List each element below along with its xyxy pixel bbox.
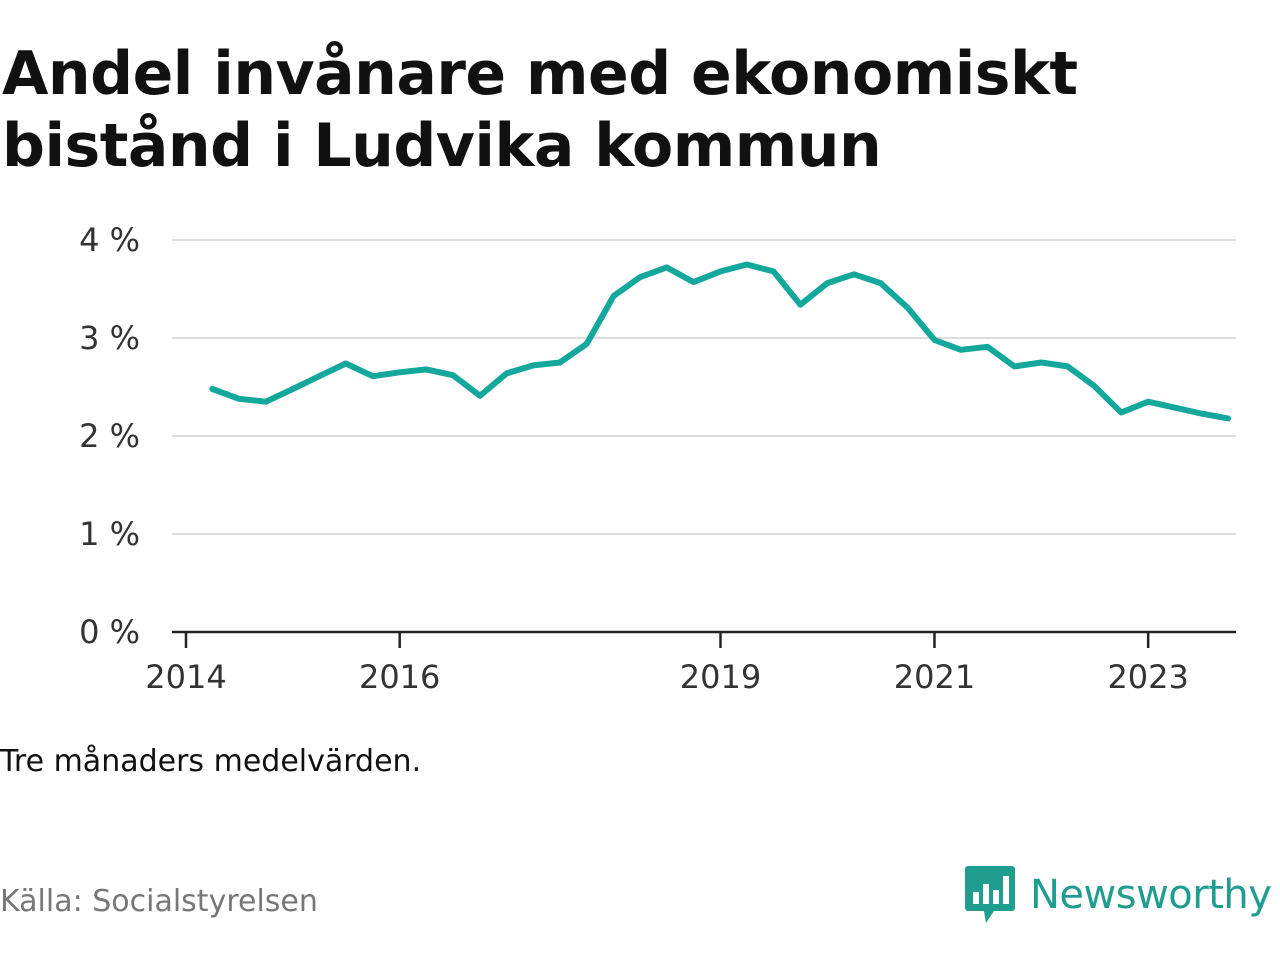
series-line xyxy=(209,261,1232,422)
x-tick-label: 2021 xyxy=(894,658,975,696)
y-tick-label: 1 % xyxy=(79,515,140,553)
source-label: Källa: Socialstyrelsen xyxy=(0,884,318,919)
x-tick-label: 2014 xyxy=(145,658,226,696)
x-tick-label: 2023 xyxy=(1107,658,1188,696)
x-axis-ticks: 2014 2016 2019 2021 2023 xyxy=(145,632,1189,696)
y-tick-label: 0 % xyxy=(79,613,140,651)
y-tick-label: 3 % xyxy=(79,319,140,357)
brand-logo: Newsworthy xyxy=(964,864,1272,926)
x-tick-label: 2019 xyxy=(680,658,761,696)
chart-note: Tre månaders medelvärden. xyxy=(0,744,422,779)
brand-name: Newsworthy xyxy=(1030,872,1272,918)
chart-title: Andel invånare med ekonomiskt bistånd i … xyxy=(2,39,1078,181)
y-axis-tick-labels: 0 % 1 % 2 % 3 % 4 % xyxy=(79,221,140,651)
chart-bubble-icon xyxy=(965,866,1015,923)
x-tick-label: 2016 xyxy=(359,658,440,696)
gridlines xyxy=(172,239,1236,535)
y-tick-label: 4 % xyxy=(79,221,140,259)
y-tick-label: 2 % xyxy=(79,417,140,455)
